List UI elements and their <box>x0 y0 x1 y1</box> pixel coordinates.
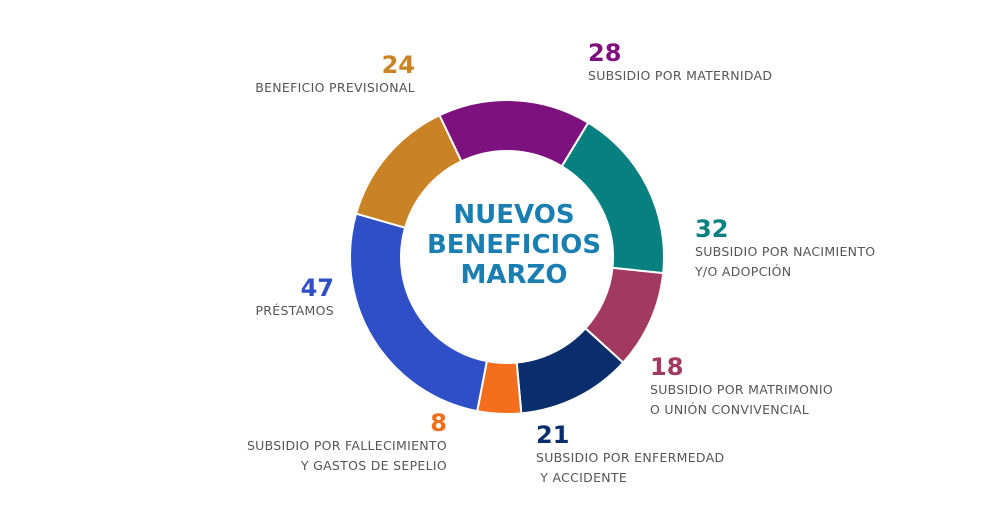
slice-label-subsidio-enfermedad: 21 SUBSIDIO POR ENFERMEDAD Y ACCIDENTE <box>536 422 724 488</box>
slice-label-beneficio-previsional: 24 BENEFICIO PREVISIONAL <box>255 52 415 98</box>
slice-value: 24 <box>381 51 415 79</box>
chart-title-line-3: MARZO <box>460 260 568 290</box>
slice-name-line-2: Y GASTOS DE SEPELIO <box>300 458 447 473</box>
slice-label-subsidio-maternidad: 28 SUBSIDIO POR MATERNIDAD <box>588 40 772 86</box>
slice-label-prestamos: 47 PRÉSTAMOS <box>255 275 334 321</box>
slice-name-line-1: BENEFICIO PREVISIONAL <box>255 80 415 95</box>
donut-slice-6 <box>349 212 489 413</box>
donut-slice-1 <box>438 99 590 168</box>
slice-value: 32 <box>695 215 729 243</box>
chart-title-line-1: NUEVOS <box>453 200 575 230</box>
chart-title: NUEVOS BENEFICIOS MARZO <box>414 200 614 290</box>
slice-label-subsidio-nacimiento: 32 SUBSIDIO POR NACIMIENTO Y/O ADOPCIÓN <box>695 216 875 282</box>
slice-name-line-1: SUBSIDIO POR NACIMIENTO <box>695 244 876 259</box>
slice-name-line-2: O UNIÓN CONVIVENCIAL <box>650 402 810 417</box>
chart-title-line-2: BENEFICIOS <box>426 230 602 260</box>
slice-value: 47 <box>300 274 334 302</box>
slice-value: 28 <box>588 39 622 67</box>
slice-name-line-1: SUBSIDIO POR FALLECIMIENTO <box>246 438 447 453</box>
slice-value: 18 <box>650 353 684 381</box>
slice-label-subsidio-fallecimiento: 8 SUBSIDIO POR FALLECIMIENTO Y GASTOS DE… <box>247 410 447 476</box>
slice-label-subsidio-matrimonio: 18 SUBSIDIO POR MATRIMONIO O UNIÓN CONVI… <box>650 354 833 420</box>
slice-value: 8 <box>430 409 447 437</box>
slice-name-line-2: Y/O ADOPCIÓN <box>695 264 792 279</box>
slice-name-line-1: PRÉSTAMOS <box>255 303 334 318</box>
slice-name-line-2: Y ACCIDENTE <box>536 470 628 485</box>
slice-name-line-1: SUBSIDIO POR MATERNIDAD <box>588 68 773 83</box>
slice-name-line-1: SUBSIDIO POR ENFERMEDAD <box>536 450 725 465</box>
slice-value: 21 <box>536 421 570 449</box>
slice-name-line-1: SUBSIDIO POR MATRIMONIO <box>650 382 833 397</box>
